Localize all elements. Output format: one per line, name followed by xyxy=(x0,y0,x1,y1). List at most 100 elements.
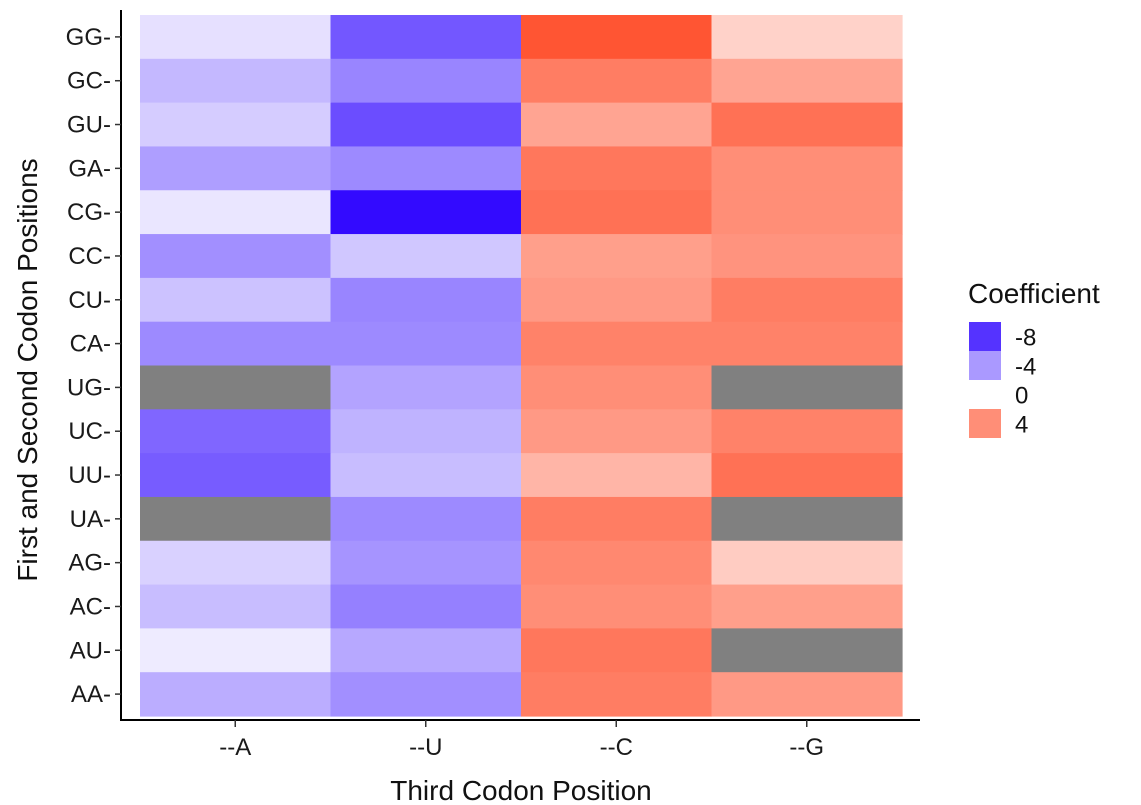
heatmap-cell-gg-u xyxy=(330,15,522,60)
y-tick-label: AC- xyxy=(70,593,111,620)
heatmap-cell-ac-u xyxy=(330,584,522,629)
heatmap-cell-ga-c xyxy=(521,146,713,191)
heatmap-cell-au-a xyxy=(140,628,332,673)
heatmap-cell-ca-u xyxy=(330,321,522,367)
heatmap-cells xyxy=(140,15,903,717)
heatmap-cell-gg-g xyxy=(711,15,903,60)
heatmap-cell-ag-g xyxy=(711,540,903,586)
heatmap-cell-gg-c xyxy=(521,15,713,60)
heatmap-cell-ga-u xyxy=(330,146,522,191)
heatmap-cell-aa-g xyxy=(711,672,903,717)
legend-items: -8-404 xyxy=(969,322,1036,439)
y-tick-labels: GG- GC- GU- GA- CG- CC- CU- CA- UG- UC- UU- UA- AG- A… xyxy=(66,24,121,708)
heatmap-cell-ua-c xyxy=(521,496,713,542)
heatmap-cell-ac-g xyxy=(711,584,903,629)
heatmap-cell-au-g xyxy=(711,628,903,673)
heatmap-cell-ag-a xyxy=(140,540,332,586)
heatmap-cell-aa-u xyxy=(330,672,522,717)
legend-label: -4 xyxy=(1015,354,1036,381)
heatmap-cell-cg-a xyxy=(140,190,332,235)
heatmap-cell-ag-u xyxy=(330,540,522,586)
heatmap-cell-ac-a xyxy=(140,584,332,629)
heatmap-cell-cu-u xyxy=(330,277,522,323)
x-tick-labels: --A --U --C --G xyxy=(219,720,824,761)
y-tick-label: AA- xyxy=(71,681,111,708)
heatmap-cell-aa-a xyxy=(140,672,332,717)
heatmap-cell-gc-a xyxy=(140,58,332,104)
x-tick-label: --U xyxy=(409,734,442,761)
y-tick-label: UG- xyxy=(67,374,111,401)
legend-key xyxy=(969,351,1001,380)
heatmap-cell-ac-c xyxy=(521,584,713,629)
heatmap-cell-cg-u xyxy=(330,190,522,235)
heatmap-cell-cu-a xyxy=(140,277,332,323)
y-tick-label: CA- xyxy=(70,331,111,358)
axes xyxy=(120,10,920,721)
legend-label: 4 xyxy=(1015,412,1028,439)
heatmap-cell-aa-c xyxy=(521,672,713,717)
heatmap-cell-cc-g xyxy=(711,234,903,279)
x-tick-label: --G xyxy=(789,734,824,761)
heatmap-cell-cg-g xyxy=(711,190,903,235)
legend-key xyxy=(969,409,1001,438)
heatmap-cell-cg-c xyxy=(521,190,713,235)
heatmap-cell-ga-a xyxy=(140,146,332,191)
heatmap-cell-ua-a xyxy=(140,496,332,542)
heatmap-cell-ca-a xyxy=(140,321,332,367)
heatmap-cell-cu-c xyxy=(521,277,713,323)
y-tick-label: AG- xyxy=(68,550,111,577)
heatmap-cell-uu-a xyxy=(140,453,332,498)
y-tick-label: GA- xyxy=(68,155,111,182)
y-tick-label: UU- xyxy=(68,462,111,489)
heatmap-cell-ag-c xyxy=(521,540,713,586)
heatmap-cell-gu-g xyxy=(711,102,903,148)
heatmap-cell-ca-g xyxy=(711,321,903,367)
legend-key xyxy=(969,322,1001,351)
y-tick-label: UA- xyxy=(70,506,111,533)
x-tick-label: --C xyxy=(600,734,633,761)
heatmap-cell-au-c xyxy=(521,628,713,673)
heatmap-cell-cc-c xyxy=(521,234,713,279)
y-tick-label: CC- xyxy=(68,243,111,270)
heatmap-cell-ua-u xyxy=(330,496,522,542)
heatmap-cell-gc-c xyxy=(521,58,713,104)
heatmap-cell-cc-a xyxy=(140,234,332,279)
heatmap-cell-gg-a xyxy=(140,15,332,60)
y-tick-label: GG- xyxy=(66,24,111,51)
y-tick-label: AU- xyxy=(70,637,111,664)
legend-key xyxy=(969,380,1001,409)
heatmap-cell-uc-g xyxy=(711,409,903,454)
heatmap-cell-uc-c xyxy=(521,409,713,454)
heatmap-cell-gu-a xyxy=(140,102,332,148)
heatmap-cell-cc-u xyxy=(330,234,522,279)
y-tick-label: CG- xyxy=(67,199,111,226)
heatmap-cell-au-u xyxy=(330,628,522,673)
heatmap-cell-ca-c xyxy=(521,321,713,367)
heatmap-cell-ug-c xyxy=(521,365,713,410)
y-tick-label: CU- xyxy=(68,287,111,314)
heatmap-cell-uc-u xyxy=(330,409,522,454)
heatmap-cell-ug-g xyxy=(711,365,903,410)
heatmap-cell-cu-g xyxy=(711,277,903,323)
heatmap-cell-gc-g xyxy=(711,58,903,104)
heatmap-cell-uu-g xyxy=(711,453,903,498)
heatmap-cell-gc-u xyxy=(330,58,522,104)
heatmap-cell-uu-u xyxy=(330,453,522,498)
y-axis-title: First and Second Codon Positions xyxy=(12,158,43,581)
x-axis-title: Third Codon Position xyxy=(390,775,651,805)
heatmap-cell-gu-c xyxy=(521,102,713,148)
legend-label: -8 xyxy=(1015,325,1036,352)
heatmap-cell-gu-u xyxy=(330,102,522,148)
heatmap-cell-uc-a xyxy=(140,409,332,454)
legend-label: 0 xyxy=(1015,383,1028,410)
heatmap-cell-ug-u xyxy=(330,365,522,410)
y-tick-label: GC- xyxy=(67,68,111,95)
y-tick-label: UC- xyxy=(68,418,111,445)
legend: Coefficient -8-404 xyxy=(968,278,1100,439)
heatmap-cell-uu-c xyxy=(521,453,713,498)
heatmap-cell-ug-a xyxy=(140,365,332,410)
heatmap-cell-ga-g xyxy=(711,146,903,191)
heatmap-cell-ua-g xyxy=(711,496,903,542)
